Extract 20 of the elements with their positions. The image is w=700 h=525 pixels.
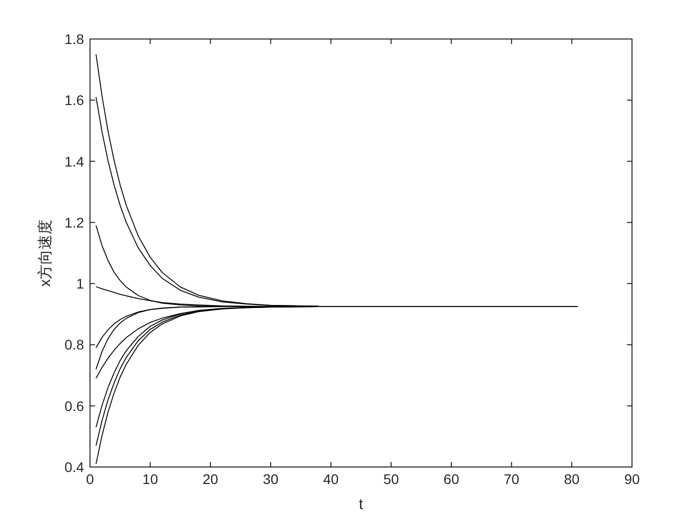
y-tick-label: 1.6	[64, 92, 84, 108]
x-tick-label: 90	[624, 471, 640, 487]
x-tick-label: 70	[504, 471, 520, 487]
x-tick-label: 10	[142, 471, 158, 487]
y-tick-label: 1.8	[64, 31, 84, 47]
y-axis-title: x方向速度	[37, 219, 54, 287]
y-tick-label: 1.2	[64, 214, 84, 230]
x-tick-label: 30	[262, 471, 279, 487]
y-tick-label: 1	[76, 276, 84, 292]
x-tick-label: 50	[383, 471, 400, 487]
y-tick-label: 0.6	[64, 398, 84, 414]
x-axis-title: t	[358, 496, 364, 513]
x-tick-label: 20	[202, 471, 218, 487]
y-tick-label: 1.4	[64, 153, 84, 170]
y-tick-label: 0.8	[64, 336, 84, 353]
x-tick-label: 60	[444, 471, 460, 487]
x-tick-label: 80	[564, 471, 580, 487]
y-tick-label: 0.4	[64, 459, 84, 475]
x-tick-label: 40	[323, 471, 339, 487]
x-tick-label: 0	[86, 471, 94, 487]
